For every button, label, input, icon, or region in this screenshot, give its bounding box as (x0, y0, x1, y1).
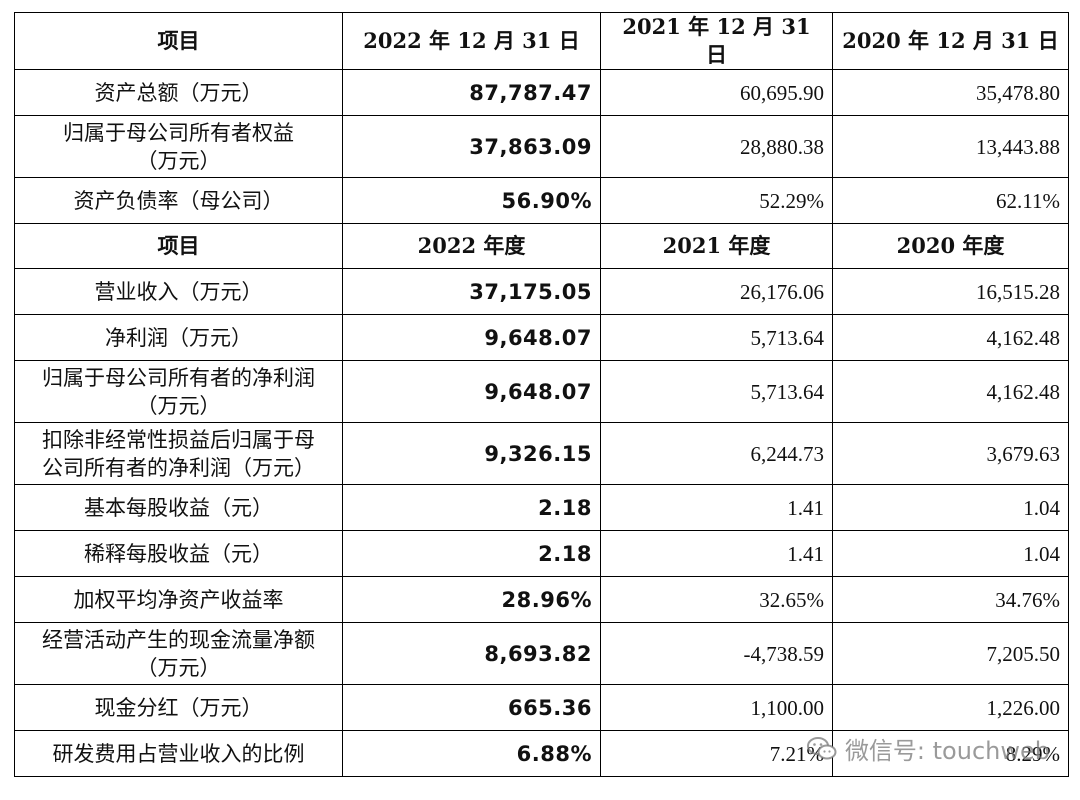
value-2021: 1.41 (600, 484, 833, 531)
value-2020: 1.04 (832, 484, 1069, 531)
value-2021: 5,713.64 (600, 314, 833, 361)
header-period: 2022 年 12 月 31 日 (342, 12, 601, 70)
table-row: 资产负债率（母公司） 56.90% 52.29% 62.11% (14, 177, 1069, 224)
value-2020: 13,443.88 (832, 115, 1069, 178)
value-2021: 28,880.38 (600, 115, 833, 178)
row-label: 稀释每股收益（元） (14, 530, 343, 577)
value-2021: 1,100.00 (600, 684, 833, 731)
header-item: 项目 (14, 223, 343, 269)
value-2022: 37,863.09 (342, 115, 601, 178)
value-2021: 52.29% (600, 177, 833, 224)
value-2020: 7,205.50 (832, 622, 1069, 685)
header-period: 2020 年度 (832, 223, 1069, 269)
value-2021: 7.21% (600, 730, 833, 777)
table-row: 现金分红（万元） 665.36 1,100.00 1,226.00 (14, 684, 1069, 731)
header-period: 2021 年 12 月 31 日 (600, 12, 833, 70)
watermark: 微信号: touchweb (806, 731, 1050, 766)
row-label: 现金分红（万元） (14, 684, 343, 731)
value-2021: 26,176.06 (600, 268, 833, 315)
table-row: 归属于母公司所有者的净利润 （万元） 9,648.07 5,713.64 4,162.… (14, 360, 1069, 423)
table-row: 净利润（万元） 9,648.07 5,713.64 4,162.48 (14, 314, 1069, 361)
value-2020: 8.29% (832, 730, 1069, 777)
value-2022: 665.36 (342, 684, 601, 731)
value-2020: 3,679.63 (832, 422, 1069, 485)
row-label: 研发费用占营业收入的比例 (14, 730, 343, 777)
table-row: 扣除非经常性损益后归属于母 公司所有者的净利润（万元） 9,326.15 6,244… (14, 422, 1069, 485)
value-2021: 60,695.90 (600, 69, 833, 116)
row-label: 营业收入（万元） (14, 268, 343, 315)
table-row: 研发费用占营业收入的比例 6.88% 7.21% 8.29% (14, 730, 1069, 777)
value-2022: 9,326.15 (342, 422, 601, 485)
value-2021: 5,713.64 (600, 360, 833, 423)
wechat-icon (806, 736, 837, 759)
value-2022: 2.18 (342, 484, 601, 531)
value-2020: 4,162.48 (832, 314, 1069, 361)
value-2020: 4,162.48 (832, 360, 1069, 423)
value-2020: 16,515.28 (832, 268, 1069, 315)
header-period: 2022 年度 (342, 223, 601, 269)
row-label: 基本每股收益（元） (14, 484, 343, 531)
row-label: 归属于母公司所有者权益 （万元） (14, 115, 343, 178)
row-label: 加权平均净资产收益率 (14, 576, 343, 623)
table-header-row: 项目 2022 年度 2021 年度 2020 年度 (14, 223, 1069, 269)
value-2022: 56.90% (342, 177, 601, 224)
value-2022: 9,648.07 (342, 360, 601, 423)
value-2021: -4,738.59 (600, 622, 833, 685)
table-row: 基本每股收益（元） 2.18 1.41 1.04 (14, 484, 1069, 531)
header-period: 2020 年 12 月 31 日 (832, 12, 1069, 70)
watermark-text: 微信号: touchweb (844, 737, 1050, 765)
row-label: 归属于母公司所有者的净利润 （万元） (14, 360, 343, 423)
table-row: 归属于母公司所有者权益 （万元） 37,863.09 28,880.38 13,443… (14, 115, 1069, 178)
header-item: 项目 (14, 12, 343, 70)
value-2020: 62.11% (832, 177, 1069, 224)
header-period: 2021 年度 (600, 223, 833, 269)
value-2022: 9,648.07 (342, 314, 601, 361)
table-row: 加权平均净资产收益率 28.96% 32.65% 34.76% (14, 576, 1069, 623)
value-2022: 87,787.47 (342, 69, 601, 116)
value-2020: 35,478.80 (832, 69, 1069, 116)
table-row: 资产总额（万元） 87,787.47 60,695.90 35,478.80 (14, 69, 1069, 116)
value-2020: 1,226.00 (832, 684, 1069, 731)
value-2022: 28.96% (342, 576, 601, 623)
value-2022: 6.88% (342, 730, 601, 777)
row-label: 净利润（万元） (14, 314, 343, 361)
value-2022: 37,175.05 (342, 268, 601, 315)
value-2021: 32.65% (600, 576, 833, 623)
table-header-row: 项目 2022 年 12 月 31 日 2021 年 12 月 31 日 2020 年… (14, 12, 1069, 70)
financial-table: 项目 2022 年 12 月 31 日 2021 年 12 月 31 日 2020 年… (14, 12, 1069, 777)
row-label: 资产总额（万元） (14, 69, 343, 116)
value-2020: 34.76% (832, 576, 1069, 623)
row-label: 扣除非经常性损益后归属于母 公司所有者的净利润（万元） (14, 422, 343, 485)
row-label: 经营活动产生的现金流量净额 （万元） (14, 622, 343, 685)
value-2021: 1.41 (600, 530, 833, 577)
table-row: 营业收入（万元） 37,175.05 26,176.06 16,515.28 (14, 268, 1069, 315)
table-row: 经营活动产生的现金流量净额 （万元） 8,693.82 -4,738.59 7,205… (14, 622, 1069, 685)
table-row: 稀释每股收益（元） 2.18 1.41 1.04 (14, 530, 1069, 577)
value-2022: 2.18 (342, 530, 601, 577)
value-2021: 6,244.73 (600, 422, 833, 485)
value-2020: 1.04 (832, 530, 1069, 577)
value-2022: 8,693.82 (342, 622, 601, 685)
row-label: 资产负债率（母公司） (14, 177, 343, 224)
